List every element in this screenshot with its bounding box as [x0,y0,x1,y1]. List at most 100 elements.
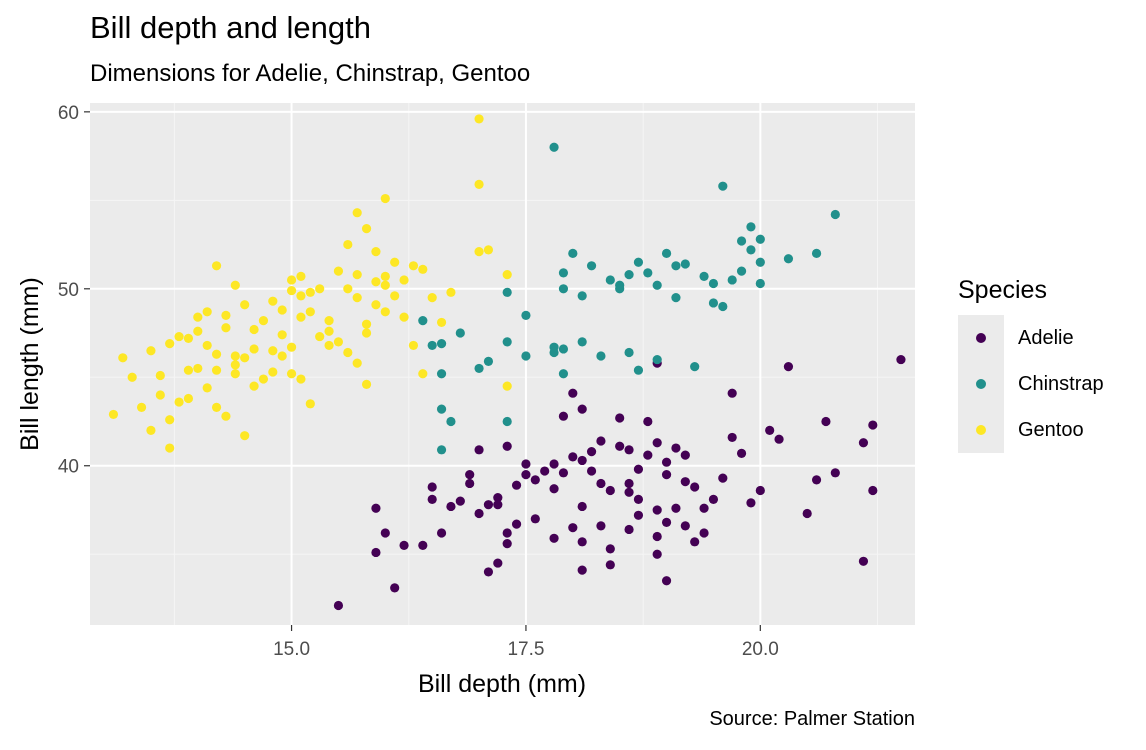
data-point-chinstrap [549,142,559,152]
data-point-gentoo [361,379,372,389]
adelie-dot-icon [976,333,986,343]
data-point-adelie [465,478,475,489]
x-tick-label: 20.0 [742,639,779,660]
data-point-gentoo [221,323,231,333]
data-point-adelie [502,441,512,451]
data-point-gentoo [258,316,269,326]
data-point-adelie [446,501,456,512]
data-point-gentoo [211,261,222,271]
data-point-gentoo [333,337,344,347]
data-point-chinstrap [718,301,728,312]
data-point-gentoo [371,277,381,287]
data-point-gentoo [483,245,494,255]
data-point-adelie [690,537,700,547]
data-point-adelie [755,485,765,496]
data-points [108,114,906,611]
data-point-adelie [718,473,728,483]
data-point-adelie [521,469,531,480]
data-point-chinstrap [624,347,634,358]
data-point-adelie [521,459,531,469]
data-point-gentoo [286,369,297,379]
data-point-adelie [371,547,381,558]
data-point-adelie [568,388,578,398]
data-point-gentoo [118,353,128,363]
data-point-gentoo [174,397,184,407]
data-point-chinstrap [436,404,447,414]
data-point-adelie [652,531,662,542]
chart-caption: Source: Palmer Station [709,708,915,730]
data-point-adelie [493,492,503,503]
data-point-gentoo [249,381,259,391]
data-point-chinstrap [671,261,681,271]
data-point-gentoo [315,284,325,294]
data-point-adelie [549,533,559,543]
data-point-adelie [427,494,437,504]
data-point-adelie [765,425,775,435]
data-point-chinstrap [586,261,597,271]
data-point-chinstrap [708,298,719,308]
major-gridlines [90,103,915,625]
data-point-adelie [605,485,615,496]
data-point-chinstrap [558,268,569,278]
data-point-gentoo [380,193,390,204]
data-point-gentoo [268,296,278,306]
data-point-adelie [549,484,559,494]
data-point-chinstrap [708,278,719,289]
data-point-gentoo [371,300,381,310]
data-point-gentoo [202,340,212,351]
data-point-adelie [568,523,578,533]
y-tick-label: 50 [58,280,79,301]
data-point-chinstrap [624,270,634,280]
data-point-gentoo [193,312,203,322]
data-point-chinstrap [755,234,765,244]
data-point-chinstrap [436,369,447,379]
data-point-adelie [643,450,653,460]
data-point-gentoo [240,300,250,310]
data-point-gentoo [286,285,297,296]
data-point-chinstrap [830,209,840,220]
data-point-chinstrap [596,351,606,361]
data-point-adelie [530,475,540,485]
data-point-adelie [436,528,447,538]
data-point-gentoo [296,374,306,384]
data-point-chinstrap [783,254,794,264]
data-point-gentoo [418,264,428,274]
data-point-chinstrap [633,365,644,375]
data-point-adelie [427,482,437,492]
data-point-chinstrap [558,344,569,354]
data-point-chinstrap [755,278,765,289]
y-axis-title: Bill length (mm) [16,277,44,451]
y-tick-label: 40 [58,457,79,478]
data-point-gentoo [249,344,259,354]
data-point-gentoo [202,307,212,317]
data-point-chinstrap [483,356,494,366]
data-point-chinstrap [652,354,662,365]
data-point-adelie [577,404,587,414]
data-point-gentoo [502,381,512,391]
data-point-gentoo [202,383,212,393]
data-point-adelie [577,501,587,512]
data-point-adelie [802,508,812,519]
legend-item-adelie: Adelie [958,315,1104,361]
data-point-gentoo [474,114,484,124]
data-point-chinstrap [690,362,700,372]
data-point-adelie [483,567,494,577]
data-point-chinstrap [427,340,437,351]
data-point-gentoo [127,372,137,382]
data-point-adelie [483,500,494,510]
data-point-adelie [596,436,606,446]
y-axis-ticks: 40 50 60 [58,103,90,478]
data-point-chinstrap [549,342,559,352]
data-point-adelie [511,519,522,529]
legend-title: Species [958,276,1047,304]
data-point-gentoo [436,317,447,328]
data-point-gentoo [230,280,240,290]
data-point-chinstrap [436,445,447,455]
data-point-chinstrap [502,416,512,427]
data-point-adelie [474,508,484,519]
data-point-adelie [661,576,672,586]
data-point-adelie [680,477,690,487]
data-point-adelie [643,416,653,427]
data-point-adelie [586,446,597,457]
data-point-gentoo [211,402,222,412]
